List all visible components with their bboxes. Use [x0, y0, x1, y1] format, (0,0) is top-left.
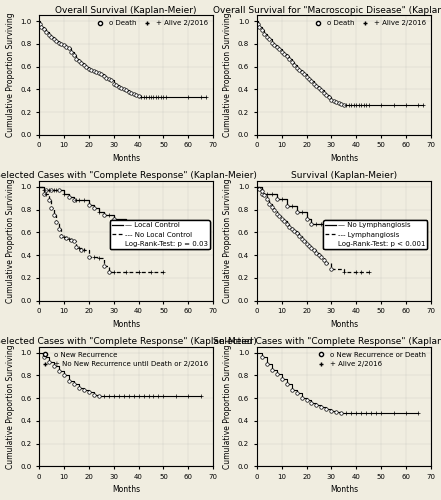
- Legend: o Death, + Alive 2/2016: o Death, + Alive 2/2016: [92, 19, 210, 28]
- Title: Selected Cases with "Complete Response" (Kaplan-Meier): Selected Cases with "Complete Response" …: [213, 337, 441, 346]
- Legend: — No Lymphangiosis, --- Lymphangiosis, Log-Rank-Test: p < 0.001: — No Lymphangiosis, --- Lymphangiosis, L…: [323, 220, 427, 250]
- X-axis label: Months: Months: [112, 486, 140, 494]
- Y-axis label: Cumulative Proportion Surviving: Cumulative Proportion Surviving: [223, 344, 232, 469]
- Y-axis label: Cumulative Proportion Surviving: Cumulative Proportion Surviving: [6, 178, 15, 303]
- X-axis label: Months: Months: [330, 486, 358, 494]
- Y-axis label: Cumulative Proportion Surviving: Cumulative Proportion Surviving: [6, 344, 15, 469]
- Title: Selected Cases with "Complete Response" (Kaplan-Meier): Selected Cases with "Complete Response" …: [0, 337, 257, 346]
- X-axis label: Months: Months: [330, 154, 358, 163]
- Legend: o Death, + Alive 2/2016: o Death, + Alive 2/2016: [310, 19, 427, 28]
- Title: Survival (Kaplan-Meier): Survival (Kaplan-Meier): [291, 172, 397, 180]
- X-axis label: Months: Months: [112, 320, 140, 328]
- Legend: — Local Control, --- No Local Control, Log-Rank-Test: p = 0.03: — Local Control, --- No Local Control, L…: [110, 220, 210, 250]
- Legend: o New Recurrence or Death, + Alive 2/2016: o New Recurrence or Death, + Alive 2/201…: [313, 350, 427, 368]
- Title: Overall Survival (Kaplan-Meier): Overall Survival (Kaplan-Meier): [56, 6, 197, 15]
- Y-axis label: Cumulative Proportion Surviving: Cumulative Proportion Surviving: [6, 12, 15, 138]
- Legend: o New Recurrence, + No New Recurrence until Death or 2/2016: o New Recurrence, + No New Recurrence un…: [37, 350, 210, 368]
- Title: Overall Survival for "Macroscopic Disease" (Kaplan-Meier): Overall Survival for "Macroscopic Diseas…: [213, 6, 441, 15]
- Y-axis label: Cumulative Proportion Surviving: Cumulative Proportion Surviving: [223, 12, 232, 138]
- X-axis label: Months: Months: [112, 154, 140, 163]
- X-axis label: Months: Months: [330, 320, 358, 328]
- Y-axis label: Cumulative Proportion Surviving: Cumulative Proportion Surviving: [223, 178, 232, 303]
- Title: Selected Cases with "Complete Response" (Kaplan-Meier): Selected Cases with "Complete Response" …: [0, 172, 257, 180]
